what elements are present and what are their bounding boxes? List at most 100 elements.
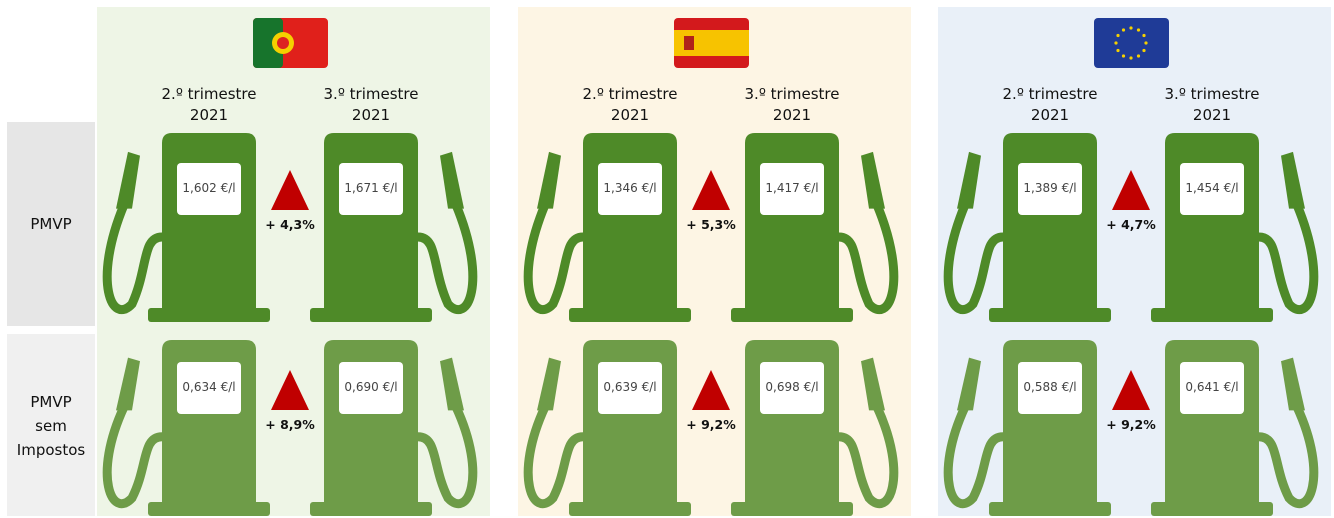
pump-nozzle <box>861 357 885 411</box>
pump-hose <box>834 402 899 509</box>
value-box <box>1018 163 1082 215</box>
pump-hose <box>413 402 478 509</box>
flag-star <box>1129 56 1133 60</box>
period-header: 2.º trimestre 2021 <box>161 85 257 124</box>
pump-base <box>731 308 853 322</box>
pump-nozzle <box>957 151 981 209</box>
flag-star <box>1129 26 1133 30</box>
price-value: 1,346 €/l <box>603 181 657 195</box>
pump-base <box>1151 502 1273 516</box>
pump-body <box>1165 133 1259 310</box>
pump-nozzle <box>1281 151 1305 209</box>
pump-nozzle <box>116 357 140 411</box>
flag-star <box>1116 48 1120 53</box>
pump-base <box>148 308 270 322</box>
pump-base <box>989 308 1111 322</box>
flag-star <box>1121 54 1126 58</box>
flag-star <box>1114 41 1118 45</box>
period-header: 3.º trimestre 2021 <box>1164 85 1260 124</box>
pump-hose <box>1254 402 1319 509</box>
value-box <box>177 163 241 215</box>
pump-nozzle <box>440 151 464 209</box>
price-value: 1,602 €/l <box>182 181 236 195</box>
row-label-bg <box>7 334 95 516</box>
pump-body <box>1003 133 1097 310</box>
pump-hose <box>523 200 588 315</box>
flag <box>1094 18 1169 68</box>
pump-base <box>310 502 432 516</box>
increase-arrow <box>1112 370 1150 410</box>
pump-base <box>989 502 1111 516</box>
increase-arrow <box>271 170 309 210</box>
flag-star <box>1136 28 1141 32</box>
pump-nozzle <box>537 151 561 209</box>
pump-hose <box>943 402 1008 509</box>
increase-arrow <box>1112 170 1150 210</box>
period-header: 2.º trimestre 2021 <box>582 85 678 124</box>
pump-body <box>324 133 418 310</box>
flag <box>253 18 283 68</box>
pump-hose <box>413 200 478 315</box>
pump-base <box>569 308 691 322</box>
flag-star <box>1144 41 1148 45</box>
price-value: 1,417 €/l <box>765 181 819 195</box>
pump-hose <box>834 200 899 315</box>
pump-hose <box>943 200 1008 315</box>
value-box <box>598 163 662 215</box>
flag <box>684 36 694 50</box>
period-header: 3.º trimestre 2021 <box>323 85 419 124</box>
value-box <box>1180 163 1244 215</box>
change-label: + 9,2% <box>686 417 736 432</box>
pump-base <box>310 308 432 322</box>
price-value: 0,698 €/l <box>765 380 819 394</box>
price-value: 0,634 €/l <box>182 380 236 394</box>
period-header: 2.º trimestre 2021 <box>1002 85 1098 124</box>
flag-star <box>1142 33 1146 38</box>
price-value: 0,641 €/l <box>1185 380 1239 394</box>
change-label: + 9,2% <box>1106 417 1156 432</box>
pump-base <box>1151 308 1273 322</box>
pump-body <box>162 133 256 310</box>
change-label: + 5,3% <box>686 217 736 232</box>
pump-body <box>583 133 677 310</box>
pump-base <box>569 502 691 516</box>
pump-nozzle <box>957 357 981 411</box>
value-box <box>760 362 824 414</box>
increase-arrow <box>692 370 730 410</box>
price-value: 1,671 €/l <box>344 181 398 195</box>
flag-star <box>1116 33 1120 38</box>
pump-base <box>731 502 853 516</box>
pump-nozzle <box>537 357 561 411</box>
period-header: 3.º trimestre 2021 <box>744 85 840 124</box>
pump-nozzle <box>440 357 464 411</box>
price-value: 1,389 €/l <box>1023 181 1077 195</box>
pump-base <box>148 502 270 516</box>
increase-arrow <box>271 370 309 410</box>
pump-nozzle <box>1281 357 1305 411</box>
flag-star <box>1121 28 1126 32</box>
row-label-bg <box>7 122 95 326</box>
flag-star <box>1142 48 1146 53</box>
flag <box>277 37 289 49</box>
pump-hose <box>523 402 588 509</box>
row-label: PMVP <box>30 215 72 233</box>
pump-nozzle <box>861 151 885 209</box>
pump-hose <box>102 402 167 509</box>
row-label: PMVP sem Impostos <box>16 393 86 459</box>
value-box <box>339 163 403 215</box>
price-value: 0,690 €/l <box>344 380 398 394</box>
value-box <box>177 362 241 414</box>
value-box <box>760 163 824 215</box>
pump-hose <box>102 200 167 315</box>
price-value: 0,639 €/l <box>603 380 657 394</box>
change-label: + 4,3% <box>265 217 315 232</box>
price-value: 1,454 €/l <box>1185 181 1239 195</box>
change-label: + 8,9% <box>265 417 315 432</box>
price-value: 0,588 €/l <box>1023 380 1077 394</box>
pump-body <box>745 133 839 310</box>
value-box <box>598 362 662 414</box>
value-box <box>1018 362 1082 414</box>
increase-arrow <box>692 170 730 210</box>
